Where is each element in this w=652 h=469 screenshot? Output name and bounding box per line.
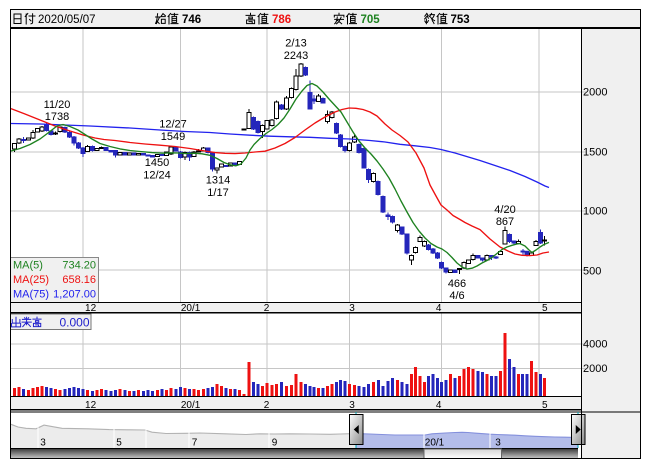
svg-text:4/20: 4/20 bbox=[494, 204, 515, 216]
svg-text:12/27: 12/27 bbox=[159, 119, 187, 131]
svg-text:MA(25): MA(25) bbox=[13, 274, 49, 286]
svg-text:753: 753 bbox=[451, 14, 470, 26]
svg-text:2020/05/07: 2020/05/07 bbox=[38, 14, 96, 26]
svg-text:1314: 1314 bbox=[206, 175, 230, 187]
svg-text:705: 705 bbox=[361, 14, 381, 26]
svg-text:7: 7 bbox=[192, 438, 198, 449]
svg-text:9: 9 bbox=[272, 438, 278, 449]
svg-text:2: 2 bbox=[264, 400, 270, 411]
svg-text:746: 746 bbox=[182, 14, 201, 26]
svg-text:1,207.00: 1,207.00 bbox=[53, 289, 96, 301]
svg-text:MA(75): MA(75) bbox=[13, 289, 49, 301]
svg-text:2243: 2243 bbox=[284, 50, 308, 62]
svg-text:2000: 2000 bbox=[583, 87, 607, 99]
svg-text:3: 3 bbox=[349, 400, 355, 411]
svg-text:MA(5): MA(5) bbox=[13, 260, 43, 272]
svg-text:1738: 1738 bbox=[45, 111, 69, 123]
svg-text:1450: 1450 bbox=[145, 157, 169, 169]
svg-text:20/1: 20/1 bbox=[181, 303, 201, 314]
svg-text:4/6: 4/6 bbox=[449, 290, 464, 302]
svg-text:4: 4 bbox=[436, 303, 442, 314]
svg-text:3: 3 bbox=[495, 438, 501, 449]
svg-text:4000: 4000 bbox=[583, 339, 607, 351]
svg-text:3: 3 bbox=[40, 438, 46, 449]
svg-text:658.16: 658.16 bbox=[62, 274, 96, 286]
svg-text:1/17: 1/17 bbox=[207, 187, 228, 199]
svg-text:500: 500 bbox=[583, 266, 601, 278]
svg-text:466: 466 bbox=[448, 278, 466, 290]
svg-text:5: 5 bbox=[542, 400, 548, 411]
svg-text:11/20: 11/20 bbox=[44, 99, 71, 111]
svg-text:2/13: 2/13 bbox=[285, 38, 306, 50]
svg-text:20/1: 20/1 bbox=[425, 438, 445, 449]
svg-text:1500: 1500 bbox=[583, 147, 607, 159]
svg-text:5: 5 bbox=[542, 303, 548, 314]
svg-text:5: 5 bbox=[116, 438, 122, 449]
svg-text:1549: 1549 bbox=[161, 131, 185, 143]
svg-text:0.000: 0.000 bbox=[59, 316, 89, 330]
svg-text:12/24: 12/24 bbox=[143, 170, 171, 182]
svg-text:2: 2 bbox=[264, 303, 270, 314]
svg-text:12: 12 bbox=[85, 303, 97, 314]
svg-text:1000: 1000 bbox=[583, 206, 607, 218]
svg-text:20/1: 20/1 bbox=[181, 400, 201, 411]
svg-text:12: 12 bbox=[85, 400, 97, 411]
svg-text:786: 786 bbox=[272, 14, 291, 26]
svg-text:734.20: 734.20 bbox=[62, 260, 96, 272]
svg-text:3: 3 bbox=[349, 303, 355, 314]
svg-text:2000: 2000 bbox=[583, 363, 607, 375]
svg-text:867: 867 bbox=[496, 216, 514, 228]
svg-text:4: 4 bbox=[436, 400, 442, 411]
